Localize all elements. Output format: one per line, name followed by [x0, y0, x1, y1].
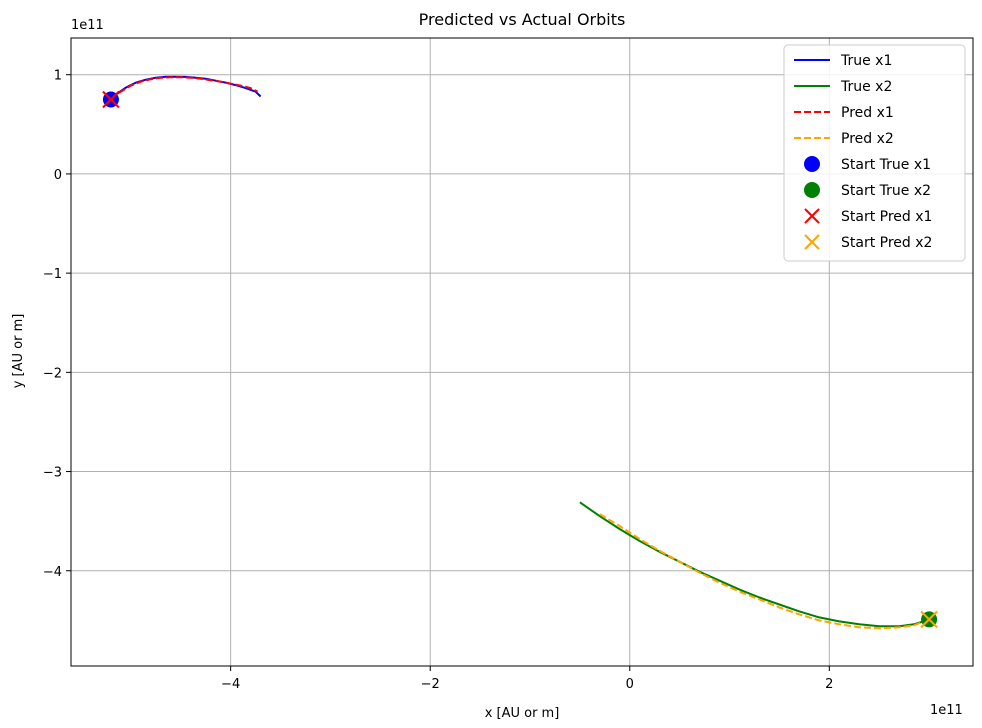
- y-tick-label: −1: [43, 267, 62, 282]
- legend: True x1 True x2 Pred x1 Pred x2 Start True x…: [783, 44, 966, 262]
- y-tick-label: −3: [43, 466, 62, 481]
- y-offset-label: 1e11: [71, 18, 104, 33]
- ticks: −4 −2 0 2 1 0 −1 −2 −3 −4: [43, 69, 834, 692]
- legend-label-pred-x2: Pred x2: [841, 131, 894, 147]
- series-line-pred-x2: [599, 513, 930, 630]
- legend-box: [783, 44, 966, 262]
- marker-legend-start-true-x1: [804, 156, 820, 172]
- x-offset-label: 1e11: [930, 703, 963, 718]
- y-tick-label: −2: [43, 366, 62, 381]
- legend-label-true-x2: True x2: [840, 79, 892, 95]
- x-tick-label: 2: [825, 677, 833, 692]
- series-line-true-x2: [579, 501, 930, 628]
- x-tick-label: −2: [421, 677, 440, 692]
- marker-legend-start-pred-x2: [804, 234, 820, 250]
- x-tick-label: −4: [221, 677, 240, 692]
- legend-label-start-true-x2: Start True x2: [841, 183, 931, 199]
- legend-label-pred-x1: Pred x1: [841, 105, 894, 121]
- x-axis-label: x [AU or m]: [485, 706, 560, 721]
- y-tick-label: −4: [43, 565, 62, 580]
- chart-title: Predicted vs Actual Orbits: [419, 10, 626, 29]
- marker-start-pred-x2: [920, 610, 938, 629]
- grid: [71, 38, 973, 666]
- axes-frame: [70, 37, 974, 667]
- x-tick-label: 0: [626, 677, 634, 692]
- plot-area: [102, 75, 938, 630]
- y-tick-label: 1: [54, 69, 62, 84]
- marker-start-pred-x1: [102, 90, 120, 109]
- legend-label-start-pred-x1: Start Pred x1: [841, 209, 932, 225]
- y-axis-label: y [AU or m]: [11, 314, 26, 389]
- series-line-pred-x1: [110, 76, 259, 100]
- legend-label-true-x1: True x1: [840, 53, 892, 69]
- legend-label-start-true-x1: Start True x1: [841, 157, 931, 173]
- marker-legend-start-true-x2: [804, 182, 820, 198]
- y-tick-label: 0: [54, 168, 62, 183]
- legend-label-start-pred-x2: Start Pred x2: [841, 235, 932, 251]
- marker-legend-start-pred-x1: [804, 208, 820, 224]
